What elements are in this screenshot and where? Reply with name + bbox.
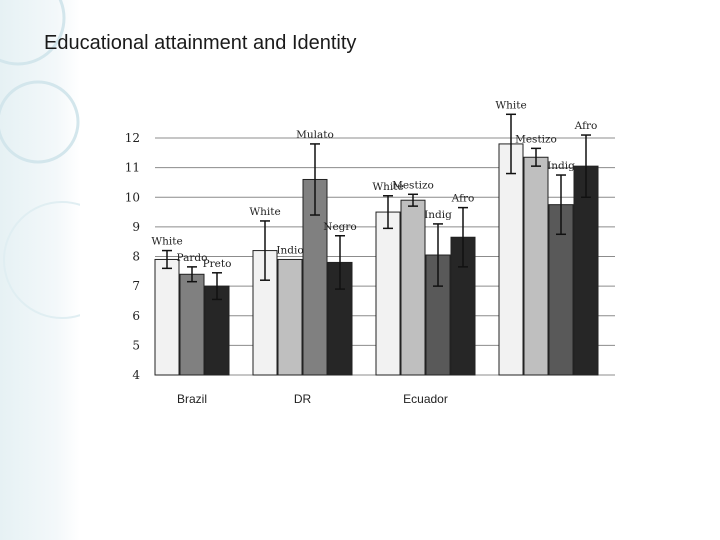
- bar-label: Afro: [574, 120, 598, 132]
- decorative-circles: [0, 0, 80, 319]
- y-tick-label: 5: [132, 338, 140, 352]
- bar-label: White: [249, 206, 280, 218]
- bar-label: Afro: [451, 193, 475, 205]
- bar-label: White: [151, 236, 182, 248]
- bar: [154, 258, 180, 376]
- y-tick-label: 10: [125, 190, 140, 204]
- bar: [498, 143, 524, 376]
- category-label: DR: [294, 392, 312, 406]
- y-tick-label: 4: [132, 368, 140, 382]
- bar-label: Mestizo: [392, 179, 434, 191]
- y-tick-label: 7: [132, 279, 140, 293]
- y-tick-label: 9: [132, 220, 140, 234]
- category-label: Ecuador: [403, 392, 448, 406]
- bar-label: White: [372, 181, 403, 193]
- category-labels: Brazil DR Ecuador: [177, 392, 448, 406]
- bar-label: Preto: [203, 258, 232, 270]
- bar-label: Mulato: [296, 129, 334, 141]
- category-label: Brazil: [177, 392, 207, 406]
- y-tick-label: 6: [132, 309, 140, 323]
- bar: [179, 273, 205, 376]
- y-axis-ticks: 4 5 6 7 8 9 10 11 12: [125, 131, 141, 382]
- bar: [523, 156, 549, 376]
- bar: [400, 199, 426, 376]
- y-tick-label: 12: [125, 131, 140, 145]
- slide-title: Educational attainment and Identity: [44, 32, 357, 54]
- bar: [375, 211, 401, 376]
- bar-label: White: [495, 99, 526, 111]
- bar: [573, 165, 599, 376]
- bar-label: Indio: [276, 244, 303, 256]
- bar-label: Indig: [424, 209, 452, 221]
- bar-label: Pardo: [177, 252, 208, 264]
- bars: [154, 143, 599, 376]
- error-bars: [162, 113, 591, 301]
- bar-label: Mestizo: [515, 133, 557, 145]
- y-tick-label: 8: [132, 250, 140, 264]
- bar: [277, 258, 303, 376]
- y-tick-label: 11: [125, 161, 140, 175]
- bar-label: Negro: [323, 221, 356, 233]
- bar-label: Indig: [547, 160, 575, 172]
